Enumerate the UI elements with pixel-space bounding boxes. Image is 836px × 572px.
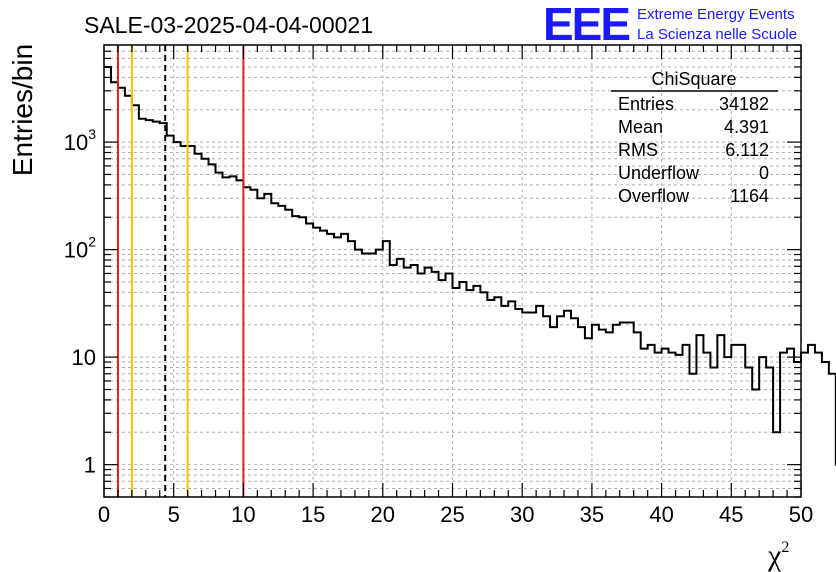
x-tick-label: 30: [510, 502, 534, 527]
logo-line1: Extreme Energy Events: [637, 6, 795, 23]
histogram-series: [104, 65, 836, 466]
stats-box: ChiSquare Entries 34182 Mean 4.391 RMS 6.112 U…: [611, 69, 778, 206]
y-tick-label-exponent: 3: [88, 126, 96, 142]
reference-lines: [116, 45, 245, 497]
x-tick-labels: 0 5 10 15 20 25 30 35 40 45 50: [98, 502, 813, 527]
stats-rows: Entries 34182 Mean 4.391 RMS 6.112 Underflow 0 O…: [618, 94, 769, 206]
stats-row-value: 1164: [730, 186, 769, 206]
x-tick-label: 20: [371, 502, 395, 527]
stats-row-label: Mean: [618, 117, 663, 137]
x-tick-label: 45: [719, 502, 743, 527]
x-tick-label: 35: [580, 502, 604, 527]
x-tick-label: 50: [789, 502, 813, 527]
stats-row-label: Entries: [618, 94, 674, 114]
stats-title: ChiSquare: [651, 69, 736, 89]
y-tick-label-exponent: 2: [88, 234, 96, 250]
histogram-step-line: [104, 65, 836, 466]
y-tick-label-base: 1: [84, 453, 96, 478]
x-tick-label: 10: [231, 502, 255, 527]
y-tick-label: 10: [72, 345, 96, 370]
x-tick-label: 5: [168, 502, 180, 527]
y-tick-label-base: 10: [64, 238, 88, 263]
x-axis-label-superscript: 2: [781, 539, 789, 556]
stats-row-label: Underflow: [618, 163, 700, 183]
x-tick-label: 25: [440, 502, 464, 527]
x-axis-label: χ2: [767, 539, 789, 572]
logo-line2: La Scienza nelle Scuole: [637, 26, 797, 43]
grid: [104, 45, 801, 497]
stats-row-value: 6.112: [725, 140, 769, 160]
x-tick-label: 40: [649, 502, 673, 527]
stats-row-value: 4.391: [724, 117, 769, 137]
x-axis-label-base: χ: [767, 539, 782, 572]
logo-mark: EEE: [543, 0, 629, 50]
y-tick-label: 103: [64, 126, 96, 155]
axis-ticks: [103, 44, 802, 498]
y-tick-label: 1: [84, 453, 96, 478]
eee-logo: EEE Extreme Energy Events La Scienza nel…: [543, 0, 797, 50]
stats-row-label: RMS: [618, 140, 658, 160]
stats-row-label: Overflow: [618, 186, 690, 206]
y-tick-label-base: 10: [64, 130, 88, 155]
x-tick-label: 15: [301, 502, 325, 527]
stats-row-value: 0: [759, 163, 769, 183]
stats-row-value: 34182: [719, 94, 769, 114]
chart-title: SALE-03-2025-04-04-00021: [84, 12, 373, 38]
y-tick-label-base: 10: [72, 345, 96, 370]
y-axis-label: Entries/bin: [7, 44, 38, 176]
x-tick-label: 0: [98, 502, 110, 527]
y-tick-label: 102: [64, 234, 96, 263]
